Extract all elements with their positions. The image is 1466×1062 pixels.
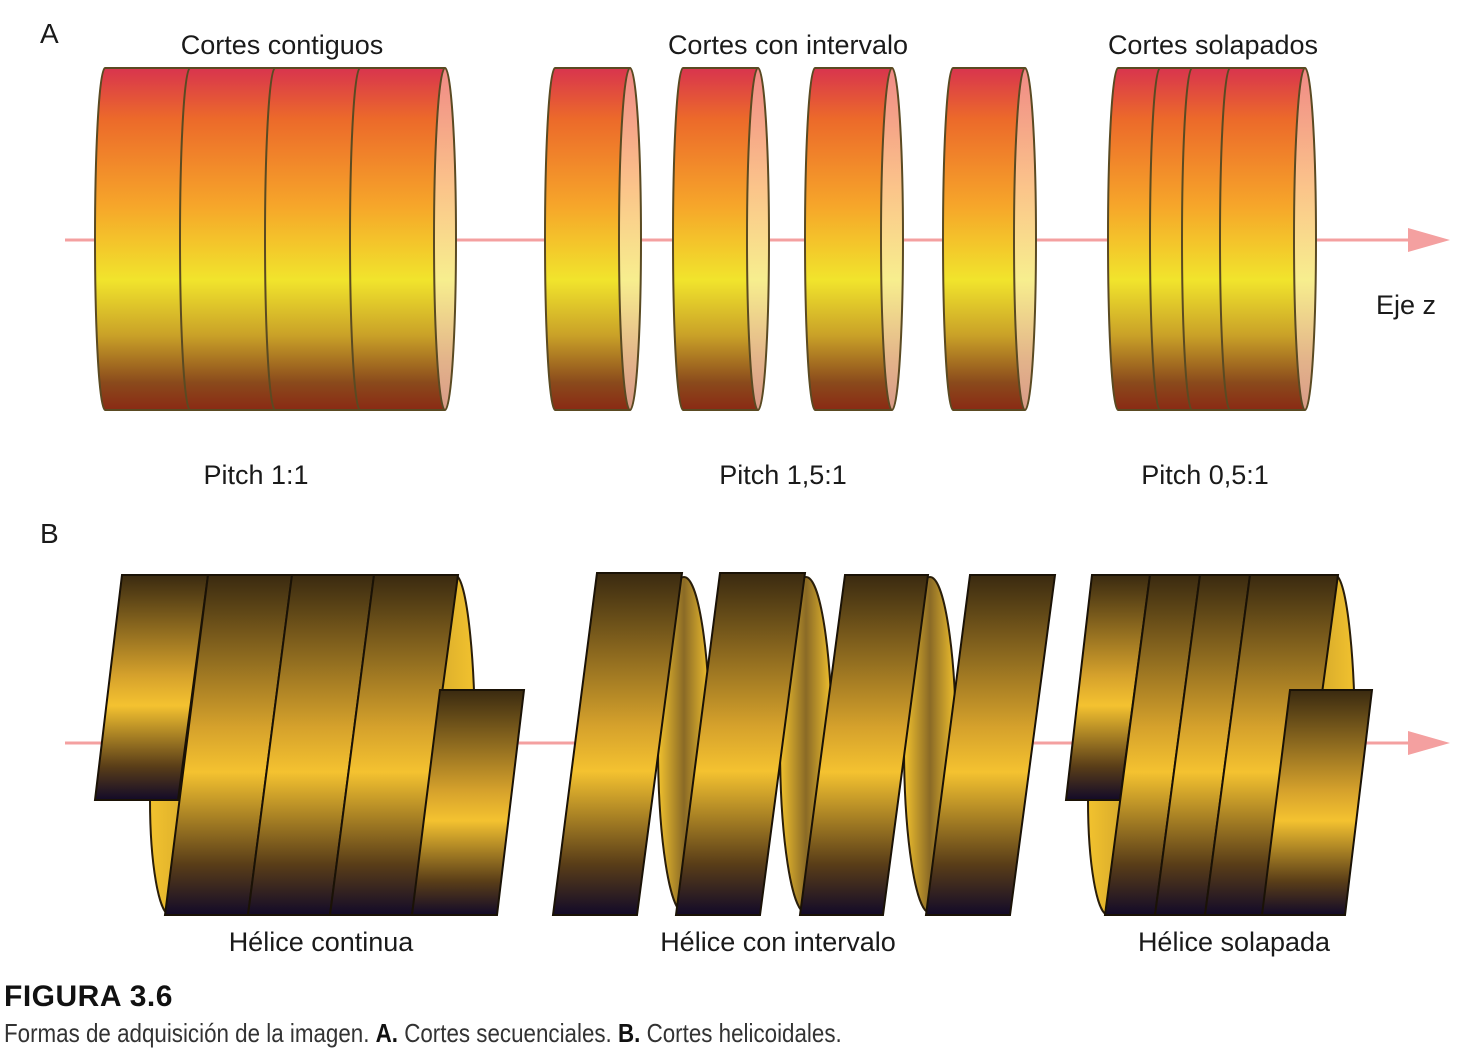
panel-a — [65, 67, 1450, 411]
overlapping-slices — [1107, 67, 1317, 411]
caption-part-a-text: Cortes secuenciales. — [404, 1018, 612, 1048]
gap-slices — [544, 67, 1037, 411]
panel-b — [65, 572, 1450, 916]
panel-a-letter: A — [40, 18, 59, 49]
helix-band-start — [93, 574, 210, 801]
overlapping-helix — [1064, 573, 1374, 916]
label-overlapping-helix: Hélice solapada — [1137, 927, 1331, 957]
helix-band — [798, 574, 930, 916]
pitch-overlapping: Pitch 0,5:1 — [1141, 460, 1269, 490]
slice-end-face — [618, 67, 642, 411]
figure-title: FIGURA 3.6 — [4, 980, 173, 1013]
pitch-contiguous: Pitch 1:1 — [203, 460, 309, 490]
caption-part-a: A. — [375, 1018, 399, 1048]
z-axis-label: Eje z — [1376, 290, 1437, 320]
caption-text: Formas de adquisición de la imagen. — [4, 1018, 370, 1048]
panel-b-letter: B — [40, 518, 59, 549]
continuous-helix — [93, 573, 526, 916]
label-gap-helix: Hélice con intervalo — [660, 927, 896, 957]
gap-helix — [551, 572, 1057, 916]
slice-end-face — [1013, 67, 1037, 411]
figure-caption: Formas de adquisición de la imagen. A. C… — [4, 1018, 842, 1049]
caption-part-b: B. — [617, 1018, 641, 1048]
helix-band-end — [410, 689, 526, 916]
title-gap-slices: Cortes con intervalo — [667, 30, 909, 60]
title-contiguous-slices: Cortes contiguos — [180, 30, 384, 60]
helix-band — [674, 572, 807, 916]
label-continuous-helix: Hélice continua — [228, 927, 414, 957]
helix-band — [924, 574, 1057, 916]
helix-band-end — [1260, 689, 1374, 916]
helix-band — [551, 572, 684, 916]
pitch-gap: Pitch 1,5:1 — [719, 460, 847, 490]
caption-part-b-text: Cortes helicoidales. — [646, 1018, 842, 1048]
contiguous-slices — [94, 67, 457, 411]
z-axis-a-arrowhead — [1408, 228, 1450, 252]
title-overlapping-slices: Cortes solapados — [1107, 30, 1319, 60]
slice-end-face — [1293, 67, 1317, 411]
z-axis-b-arrowhead — [1408, 731, 1450, 755]
slice-end-face — [880, 67, 904, 411]
slice-end-face — [433, 67, 457, 411]
slice-end-face — [746, 67, 770, 411]
